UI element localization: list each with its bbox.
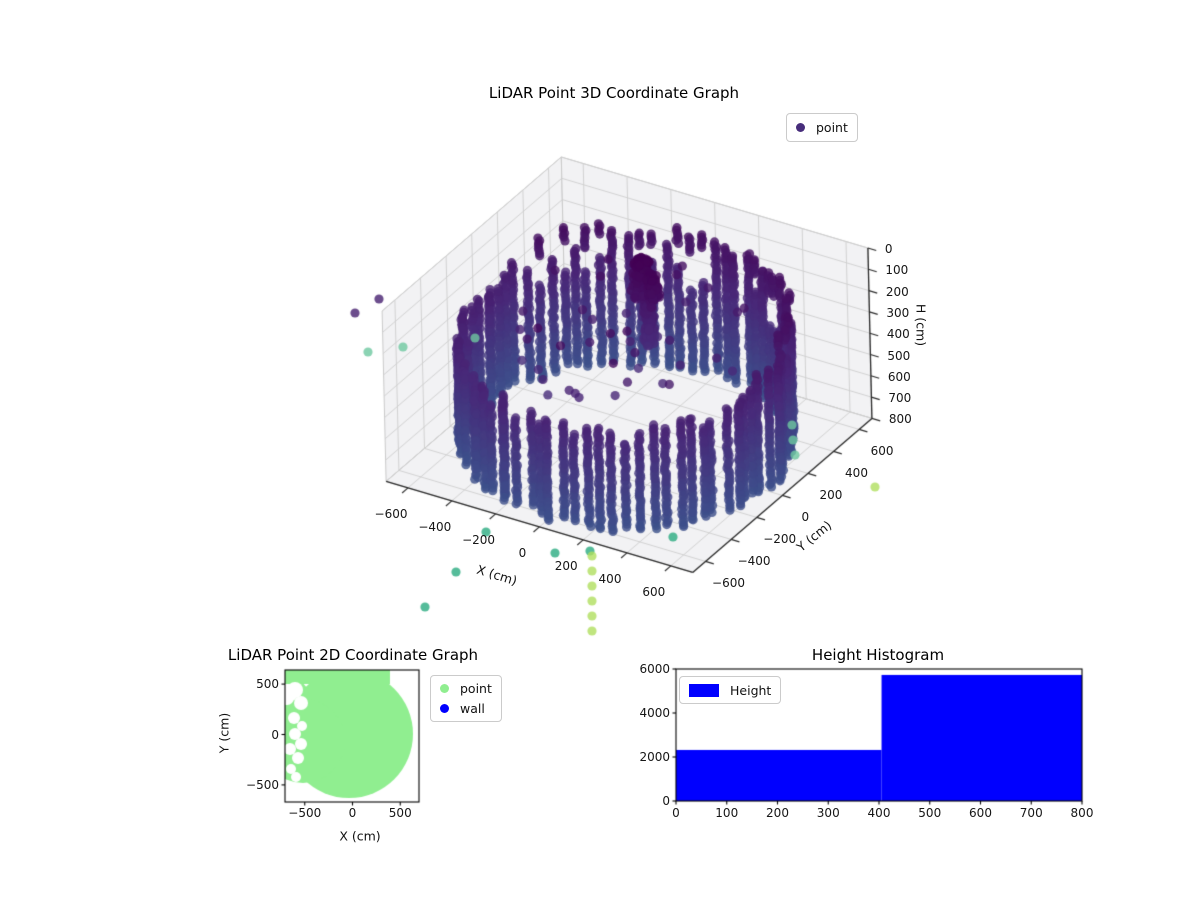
histogram-xtick-label: 100 bbox=[715, 806, 739, 820]
plot3d-legend-label: point bbox=[816, 120, 848, 135]
histogram-ytick-label: 4000 bbox=[639, 706, 670, 720]
histogram-xtick-label: 800 bbox=[1070, 806, 1094, 820]
plot3d-ytick-label: 400 bbox=[845, 466, 868, 481]
plot2d-title: LiDAR Point 2D Coordinate Graph bbox=[227, 646, 479, 664]
plot2d-ytick-label: −500 bbox=[246, 777, 279, 792]
plot2d-xtick-label: 500 bbox=[388, 806, 412, 820]
plot3d-htick-label: 800 bbox=[888, 412, 912, 427]
plot2d-ytick-label: 500 bbox=[256, 677, 279, 692]
wall-marker-icon bbox=[440, 704, 449, 713]
plot3d-legend: point bbox=[786, 113, 858, 142]
histogram-xtick-label: 500 bbox=[918, 806, 942, 820]
plot2d-xtick-label: −500 bbox=[288, 806, 322, 820]
histogram-legend-label: Height bbox=[730, 682, 772, 698]
plot3d-xtick-label: 400 bbox=[598, 571, 622, 586]
histogram-legend-row: Height bbox=[689, 683, 771, 698]
histogram-xtick-label: 400 bbox=[867, 806, 891, 820]
histogram-xtick-label: 300 bbox=[816, 806, 840, 820]
plot2d-yaxis-label: Y (cm) bbox=[216, 712, 232, 754]
histogram-xtick-label: 200 bbox=[766, 806, 789, 820]
plot3d-htick-label: 300 bbox=[886, 305, 910, 320]
plot2d-legend-label-point: point bbox=[460, 681, 492, 696]
plot3d-ytick-label: 0 bbox=[801, 510, 810, 525]
plot3d-ytick-label: −600 bbox=[712, 576, 745, 591]
height-swatch-icon bbox=[689, 683, 719, 697]
plot3d-xtick-label: 600 bbox=[642, 584, 666, 599]
plot3d-legend-row-point: point bbox=[796, 120, 848, 135]
plot3d-htick-label: 400 bbox=[886, 327, 910, 342]
point-marker-icon bbox=[440, 684, 449, 693]
plot2d-legend-row-wall: wall bbox=[440, 701, 492, 716]
plot3d-htick-label: 500 bbox=[887, 348, 911, 363]
histogram-xtick-label: 700 bbox=[1019, 806, 1043, 820]
plot3d-ytick-label: 200 bbox=[819, 488, 843, 503]
plot2d-legend-row-point: point bbox=[440, 681, 492, 696]
point-marker-icon bbox=[796, 123, 805, 132]
histogram-xtick-label: 600 bbox=[969, 806, 992, 820]
plot3d-xtick-label: −600 bbox=[374, 506, 408, 521]
histogram-ytick-label: 2000 bbox=[639, 750, 670, 764]
histogram-ytick-label: 6000 bbox=[639, 662, 670, 676]
plot3d-xtick-label: −400 bbox=[418, 519, 452, 534]
plot3d-title: LiDAR Point 3D Coordinate Graph bbox=[488, 84, 740, 102]
histogram-legend: Height bbox=[679, 676, 782, 704]
plot3d-htick-label: 200 bbox=[885, 284, 909, 299]
plot3d-haxis-label: H (cm) bbox=[913, 303, 929, 347]
plot3d-htick-label: 700 bbox=[888, 391, 912, 406]
histogram-ytick-label: 0 bbox=[662, 794, 670, 808]
plot3d-htick-label: 600 bbox=[887, 369, 911, 384]
histogram-xtick-label: 0 bbox=[672, 806, 680, 820]
plot2d-xaxis-label: X (cm) bbox=[339, 828, 381, 844]
plot3d-xtick-label: 200 bbox=[554, 558, 578, 573]
plot3d-ytick-label: −400 bbox=[737, 554, 771, 569]
plot3d-htick-label: 0 bbox=[884, 242, 893, 256]
plot2d-legend: point wall bbox=[430, 675, 502, 722]
plot2d-ytick-label: 0 bbox=[271, 727, 279, 742]
plot2d-xtick-label: 0 bbox=[348, 806, 357, 820]
histogram-title: Height Histogram bbox=[811, 646, 945, 664]
plot2d-legend-label-wall: wall bbox=[460, 701, 485, 716]
plot3d-ytick-label: −200 bbox=[763, 532, 797, 547]
plot3d-htick-label: 100 bbox=[885, 263, 909, 278]
plot3d-xtick-label: −200 bbox=[462, 532, 496, 547]
plot3d-ytick-label: 600 bbox=[870, 444, 894, 459]
plot3d-xtick-label: 0 bbox=[518, 545, 527, 560]
